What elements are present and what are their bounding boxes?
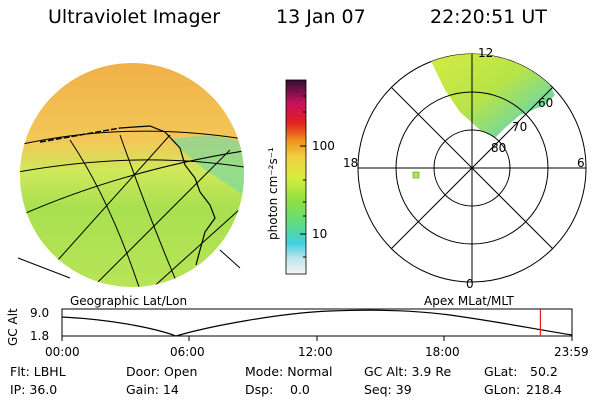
altitude-xtick-1800: 18:00 — [425, 345, 460, 359]
info-mode: Mode: Normal — [245, 364, 333, 379]
info-gc-alt: GC Alt: 3.9 Re — [364, 364, 452, 379]
mlat-label-60: 60 — [538, 96, 554, 110]
polar-plot-title: Apex MLat/MLT — [424, 294, 514, 308]
altitude-ylabel: GC Alt — [6, 308, 20, 346]
mlt-label-12: 12 — [478, 46, 494, 60]
info-glon-value: 218.4 — [526, 382, 562, 397]
colorbar — [285, 79, 307, 275]
altitude-xtick-0600: 06:00 — [170, 345, 205, 359]
info-seq: Seq: 39 — [364, 382, 412, 397]
colorbar-ticks — [300, 95, 306, 258]
colorbar-tick-10: 10 — [312, 227, 328, 241]
colorbar-unit-label: photon cm⁻²s⁻¹ — [266, 147, 280, 240]
altitude-xtick-2359: 23:59 — [554, 345, 589, 359]
info-gain: Gain: 14 — [126, 382, 179, 397]
info-glon-label: GLon: — [484, 382, 521, 397]
mlt-label-6: 6 — [577, 156, 585, 170]
polar-plot — [357, 53, 587, 283]
info-dsp-value: 0.0 — [290, 382, 310, 397]
geo-plot-title: Geographic Lat/Lon — [70, 294, 188, 308]
globe-image — [17, 63, 244, 287]
mlt-label-0: 0 — [466, 277, 474, 291]
mlat-label-70: 70 — [512, 120, 528, 134]
info-glat-label: GLat: — [484, 364, 518, 379]
mlat-label-80: 80 — [491, 141, 507, 155]
mlt-label-18: 18 — [343, 156, 359, 170]
altitude-xtick-1200: 12:00 — [298, 345, 333, 359]
colorbar-tick-100: 100 — [312, 139, 335, 153]
info-flt: Flt: LBHL — [10, 364, 66, 379]
altitude-xtick-0000: 00:00 — [45, 345, 80, 359]
info-ip: IP: 36.0 — [10, 382, 58, 397]
altitude-ytick-1-8: 1.8 — [30, 329, 50, 343]
app-title: Ultraviolet Imager — [48, 6, 221, 28]
info-dsp-label: Dsp: — [245, 382, 274, 397]
info-glat-value: 50.2 — [530, 364, 558, 379]
header-time: 22:20:51 UT — [430, 6, 547, 28]
altitude-ytick-9: 9.0 — [30, 306, 50, 320]
altitude-plot — [61, 308, 573, 341]
info-door: Door: Open — [126, 364, 198, 379]
station-marker — [412, 171, 420, 179]
altitude-curve — [61, 309, 573, 337]
header-date: 13 Jan 07 — [276, 6, 366, 28]
